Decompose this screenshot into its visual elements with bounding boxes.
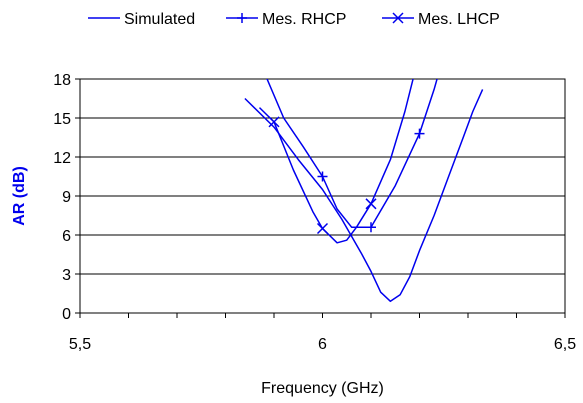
series-simulated xyxy=(244,89,484,303)
legend-label: Simulated xyxy=(124,11,195,28)
legend: Simulated Mes. RHCP Mes. LHCP xyxy=(88,11,500,28)
data-point-mes-rhcp xyxy=(414,128,425,139)
y-tick-label: 15 xyxy=(53,111,71,128)
data-point-mes-lhcp xyxy=(268,116,280,128)
y-tick-label: 0 xyxy=(62,306,71,323)
series-layer xyxy=(244,79,484,303)
y-tick-label: 12 xyxy=(53,150,71,167)
axis-ticks: 0 3 6 9 12 15 18 5,5 6 6,5 xyxy=(53,72,576,353)
series-line-mes-rhcp xyxy=(266,79,438,228)
series-mes-rhcp xyxy=(266,79,438,233)
series-line-mes-lhcp xyxy=(258,79,414,244)
y-tick-label: 6 xyxy=(62,228,71,245)
y-tick-label: 9 xyxy=(62,189,71,206)
x-tick-label: 6 xyxy=(318,336,327,353)
series-mes-lhcp xyxy=(258,79,414,244)
legend-marker xyxy=(237,13,247,23)
gridlines xyxy=(80,117,565,275)
legend-item-mes-lhcp: Mes. LHCP xyxy=(382,11,500,28)
legend-marker xyxy=(392,12,404,24)
legend-label: Mes. RHCP xyxy=(262,11,346,28)
x-tick-label: 6,5 xyxy=(554,336,576,353)
data-point-mes-lhcp xyxy=(365,198,377,210)
x-axis-label: Frequency (GHz) xyxy=(261,380,384,397)
series-line-simulated xyxy=(244,89,484,303)
legend-item-mes-rhcp: Mes. RHCP xyxy=(226,11,346,28)
x-tick-label: 5,5 xyxy=(69,336,91,353)
data-point-mes-rhcp xyxy=(366,222,376,233)
y-tick-label: 3 xyxy=(62,267,71,284)
data-point-mes-rhcp xyxy=(317,171,328,182)
legend-label: Mes. LHCP xyxy=(418,11,500,28)
data-point-mes-lhcp xyxy=(316,222,329,235)
legend-item-simulated: Simulated xyxy=(88,11,195,28)
y-axis-label: AR (dB) xyxy=(11,166,28,226)
y-tick-label: 18 xyxy=(53,72,71,89)
